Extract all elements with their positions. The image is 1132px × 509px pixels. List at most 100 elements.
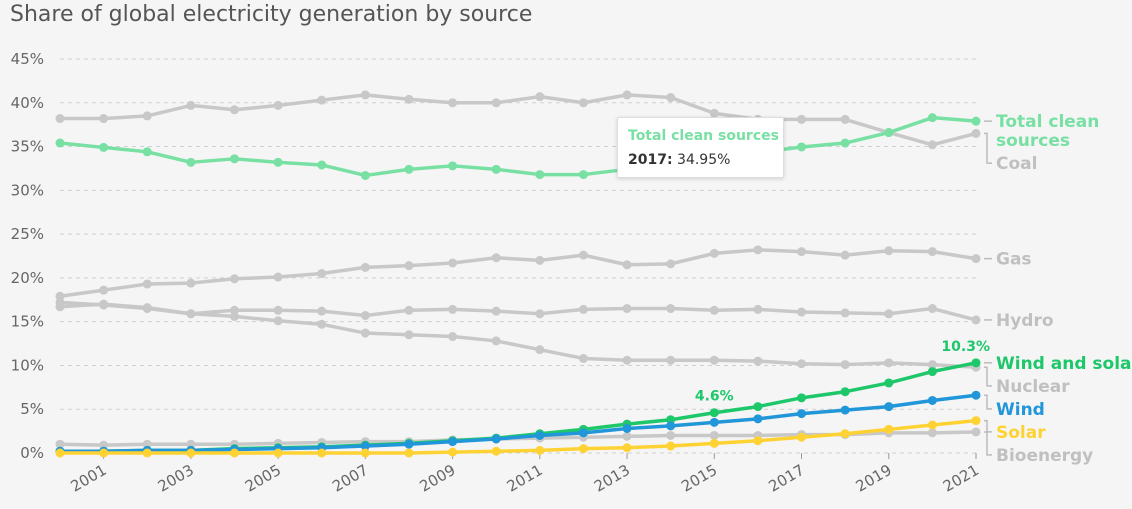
data-point bbox=[927, 395, 937, 405]
data-point bbox=[229, 154, 239, 164]
data-point bbox=[797, 114, 807, 124]
data-point bbox=[797, 393, 807, 403]
data-point bbox=[622, 355, 632, 365]
data-point bbox=[753, 304, 763, 314]
series-solar bbox=[55, 416, 981, 458]
tooltip-value-line: 2017: 34.95% bbox=[628, 152, 730, 168]
label-connector bbox=[984, 366, 992, 387]
series-wind-and-solar bbox=[55, 358, 981, 456]
label-connector bbox=[984, 419, 992, 433]
data-point bbox=[578, 353, 588, 363]
x-tick-label: 2001 bbox=[68, 461, 110, 496]
data-point bbox=[622, 423, 632, 433]
x-tick-label: 2013 bbox=[591, 461, 633, 496]
tooltip-value: 34.95% bbox=[677, 152, 731, 168]
data-point bbox=[273, 157, 283, 167]
data-point bbox=[229, 274, 239, 284]
data-point bbox=[142, 448, 152, 458]
data-point bbox=[709, 108, 719, 118]
data-point bbox=[797, 409, 807, 419]
data-point bbox=[622, 304, 632, 314]
data-point bbox=[927, 360, 937, 370]
data-point bbox=[360, 311, 370, 321]
series-end-label: Wind and solar bbox=[996, 354, 1132, 374]
data-point bbox=[360, 262, 370, 272]
data-point bbox=[142, 147, 152, 157]
label-connector bbox=[984, 431, 992, 456]
data-point bbox=[797, 307, 807, 317]
data-point bbox=[884, 309, 894, 319]
data-point bbox=[404, 94, 414, 104]
data-point bbox=[273, 305, 283, 315]
y-tick-label: 5% bbox=[20, 400, 44, 418]
data-point bbox=[622, 431, 632, 441]
data-point bbox=[273, 316, 283, 326]
data-point bbox=[535, 430, 545, 440]
data-point bbox=[99, 448, 109, 458]
series-line bbox=[58, 300, 978, 369]
data-point bbox=[884, 402, 894, 412]
data-point bbox=[404, 439, 414, 449]
data-point bbox=[535, 255, 545, 265]
data-point bbox=[884, 358, 894, 368]
data-point bbox=[317, 269, 327, 279]
data-point bbox=[186, 448, 196, 458]
data-point bbox=[448, 98, 458, 108]
series-end-label: Coal bbox=[996, 154, 1037, 174]
data-point bbox=[491, 98, 501, 108]
data-point bbox=[666, 259, 676, 269]
data-point bbox=[142, 304, 152, 314]
data-point bbox=[55, 297, 65, 307]
y-tick-label: 20% bbox=[11, 269, 44, 287]
data-point bbox=[927, 420, 937, 430]
data-point bbox=[229, 448, 239, 458]
series-end-label: Nuclear bbox=[996, 377, 1070, 397]
data-point bbox=[491, 164, 501, 174]
data-point bbox=[884, 378, 894, 388]
series-end-label: Gas bbox=[996, 250, 1032, 270]
series-coal bbox=[55, 90, 981, 150]
data-point bbox=[840, 308, 850, 318]
y-tick-label: 30% bbox=[11, 181, 44, 199]
y-tick-label: 10% bbox=[11, 356, 44, 374]
y-tick-label: 40% bbox=[11, 94, 44, 112]
data-point bbox=[840, 387, 850, 397]
data-point bbox=[404, 164, 414, 174]
x-axis: 2001 2003 2005 2007 2009 2011 2013 2015 2017 2019… bbox=[68, 453, 982, 496]
data-point bbox=[884, 424, 894, 434]
series-labels: Coal Gas Hydro Nuclear Bioenergy Total cleans… bbox=[984, 112, 1132, 466]
data-point bbox=[709, 305, 719, 315]
chart-title: Share of global electricity generation b… bbox=[10, 2, 533, 27]
data-point bbox=[55, 114, 65, 124]
data-point bbox=[404, 330, 414, 340]
data-point bbox=[753, 245, 763, 255]
data-label: 10.3% bbox=[941, 339, 990, 355]
x-tick-label: 2011 bbox=[504, 461, 546, 496]
y-tick-label: 35% bbox=[11, 138, 44, 156]
data-point bbox=[273, 272, 283, 282]
data-point bbox=[535, 92, 545, 102]
data-point bbox=[491, 306, 501, 316]
data-point bbox=[971, 128, 981, 138]
tooltip: Total clean sources 2017: 34.95% bbox=[617, 117, 784, 178]
series-line bbox=[58, 93, 978, 147]
data-point bbox=[142, 111, 152, 121]
data-point bbox=[578, 170, 588, 180]
data-point bbox=[578, 250, 588, 260]
data-point bbox=[709, 248, 719, 258]
label-connector bbox=[984, 394, 992, 410]
tooltip-series: Total clean sources bbox=[628, 128, 779, 144]
data-point bbox=[927, 247, 937, 257]
data-point bbox=[666, 355, 676, 365]
data-point bbox=[927, 140, 937, 150]
series-gas bbox=[55, 245, 981, 301]
data-point bbox=[753, 436, 763, 446]
data-point bbox=[229, 311, 239, 321]
data-point bbox=[578, 444, 588, 454]
data-point bbox=[578, 304, 588, 314]
data-point bbox=[448, 332, 458, 342]
x-tick-label: 2021 bbox=[940, 461, 982, 496]
data-point bbox=[535, 345, 545, 355]
data-point bbox=[709, 417, 719, 427]
data-point bbox=[971, 116, 981, 126]
